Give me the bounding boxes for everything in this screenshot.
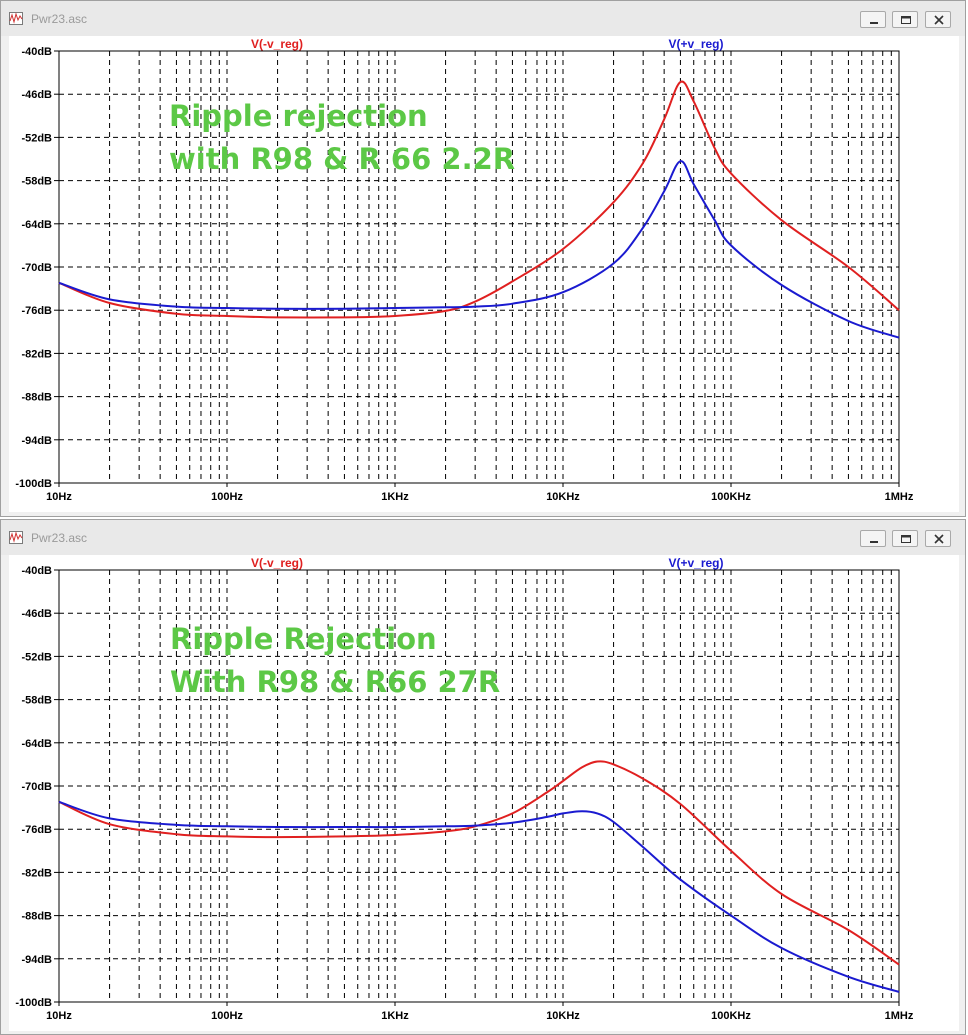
plot-grid: [59, 51, 899, 483]
series-line-neg-vreg: [58, 80, 900, 319]
y-tick-label: -58dB: [21, 176, 52, 188]
plot-pane[interactable]: -40dB -46dB -52dB -58dB -64dB -70dB -76dB -82dB…: [9, 36, 959, 512]
title-bar[interactable]: Pwr23.asc: [1, 1, 965, 36]
plot-pane[interactable]: -40dB -46dB -52dB -58dB -64dB -70dB -76dB -82dB…: [9, 555, 959, 1031]
y-tick-label: -88dB: [21, 392, 52, 404]
y-tick-label: -64dB: [21, 738, 52, 750]
y-tick-label: -76dB: [21, 824, 52, 836]
waveform-app-icon: [9, 12, 23, 25]
waveform-app-icon: [9, 531, 23, 544]
close-icon: [934, 534, 944, 544]
window-title: Pwr23.asc: [31, 12, 88, 26]
y-tick-label: -70dB: [21, 781, 52, 793]
y-tick-label: -46dB: [21, 608, 52, 620]
y-axis-labels: -40dB -46dB -52dB -58dB -64dB -70dB -76dB -82dB…: [15, 46, 59, 490]
y-axis-labels: -40dB -46dB -52dB -58dB -64dB -70dB -76dB -82dB…: [15, 565, 59, 1009]
close-button[interactable]: [925, 530, 951, 547]
restore-icon: [901, 16, 911, 24]
legend: V(-v_reg) V(+v_reg): [251, 556, 724, 570]
x-axis-labels: 10Hz 100Hz 1KHz 10KHz 100KHz 1MHz: [46, 1002, 914, 1022]
restore-button[interactable]: [892, 530, 918, 547]
x-tick-label: 1KHz: [381, 491, 409, 503]
y-tick-label: -82dB: [21, 348, 52, 360]
annotation-line-2: with R98 & R 66 2.2R: [169, 142, 515, 176]
y-tick-label: -100dB: [15, 478, 52, 490]
annotation-line-2: With R98 & R66 27R: [170, 665, 500, 699]
y-tick-label: -64dB: [21, 219, 52, 231]
series-line-pos-vreg: [58, 160, 900, 339]
x-tick-label: 10KHz: [546, 491, 580, 503]
y-tick-label: -52dB: [21, 132, 52, 144]
y-tick-label: -70dB: [21, 262, 52, 274]
y-tick-label: -100dB: [15, 997, 52, 1009]
x-tick-label: 100Hz: [211, 1010, 243, 1022]
x-tick-label: 100KHz: [711, 491, 751, 503]
legend-entry: V(+v_reg): [668, 37, 723, 51]
title-bar[interactable]: Pwr23.asc: [1, 520, 965, 555]
x-tick-label: 100Hz: [211, 491, 243, 503]
minimize-button[interactable]: [860, 11, 886, 28]
y-tick-label: -40dB: [21, 565, 52, 577]
x-tick-label: 100KHz: [711, 1010, 751, 1022]
x-tick-label: 10Hz: [46, 491, 72, 503]
minimize-icon: [870, 22, 878, 24]
window-title: Pwr23.asc: [31, 531, 88, 545]
restore-icon: [901, 535, 911, 543]
x-tick-label: 10Hz: [46, 1010, 72, 1022]
annotation-line-1: Ripple rejection: [169, 99, 428, 133]
y-tick-label: -52dB: [21, 651, 52, 663]
y-tick-label: -76dB: [21, 305, 52, 317]
y-tick-label: -40dB: [21, 46, 52, 58]
y-tick-label: -94dB: [21, 954, 52, 966]
y-tick-label: -82dB: [21, 867, 52, 879]
minimize-button[interactable]: [860, 530, 886, 547]
restore-button[interactable]: [892, 11, 918, 28]
y-tick-label: -46dB: [21, 89, 52, 101]
legend-entry: V(+v_reg): [668, 556, 723, 570]
plot-window-1[interactable]: Pwr23.asc -40dB -46dB -52dB -58dB -64dB -70dB…: [0, 0, 966, 517]
y-tick-label: -94dB: [21, 435, 52, 447]
plot-grid: [59, 570, 899, 1002]
x-tick-label: 10KHz: [546, 1010, 580, 1022]
plot-window-2[interactable]: Pwr23.asc -40dB -46dB -52dB -58dB -64dB -70dB…: [0, 519, 966, 1035]
y-tick-label: -58dB: [21, 695, 52, 707]
x-axis-labels: 10Hz 100Hz 1KHz 10KHz 100KHz 1MHz: [46, 483, 914, 503]
series-group: [58, 760, 900, 993]
close-icon: [934, 15, 944, 25]
legend-entry: V(-v_reg): [251, 37, 303, 51]
minimize-icon: [870, 541, 878, 543]
x-tick-label: 1MHz: [885, 491, 914, 503]
y-tick-label: -88dB: [21, 911, 52, 923]
series-group: [58, 80, 900, 339]
legend-entry: V(-v_reg): [251, 556, 303, 570]
legend: V(-v_reg) V(+v_reg): [251, 37, 724, 51]
x-tick-label: 1KHz: [381, 1010, 409, 1022]
series-line-neg-vreg: [58, 760, 900, 966]
frequency-response-chart[interactable]: -40dB -46dB -52dB -58dB -64dB -70dB -76dB -82dB…: [9, 36, 959, 512]
frequency-response-chart[interactable]: -40dB -46dB -52dB -58dB -64dB -70dB -76dB -82dB…: [9, 555, 959, 1031]
x-tick-label: 1MHz: [885, 1010, 914, 1022]
annotation-line-1: Ripple Rejection: [170, 622, 437, 656]
close-button[interactable]: [925, 11, 951, 28]
series-line-pos-vreg: [58, 800, 900, 993]
